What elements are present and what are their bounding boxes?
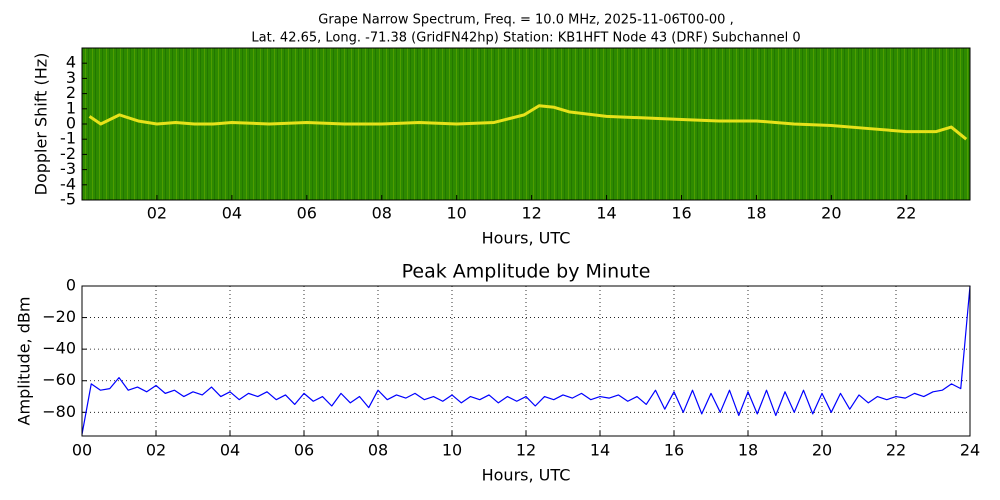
y-tick-label: 0: [66, 276, 76, 295]
x-tick-label: 24: [960, 441, 980, 460]
y-tick-label: −40: [42, 339, 76, 358]
y-tick-label: 2: [66, 83, 76, 102]
x-tick-label: 22: [886, 441, 906, 460]
y-tick-label: −60: [42, 370, 76, 389]
spectrogram-panel: Grape Narrow Spectrum, Freq. = 10.0 MHz,…: [32, 13, 971, 248]
x-tick-label: 16: [664, 441, 684, 460]
x-tick-label: 12: [516, 441, 536, 460]
y-tick-label: −20: [42, 307, 76, 326]
y-axis-label: Amplitude, dBm: [15, 297, 34, 426]
y-tick-label: 4: [66, 53, 76, 72]
x-tick-label: 10: [442, 441, 462, 460]
data-line: [88, 104, 968, 141]
chart-title: Peak Amplitude by Minute: [402, 261, 651, 283]
x-tick-label: 04: [222, 204, 242, 223]
y-tick-label: -5: [60, 190, 76, 209]
x-tick-label: 04: [220, 441, 240, 460]
x-tick-label: 00: [72, 441, 92, 460]
x-tick-label: 20: [821, 204, 841, 223]
x-axis-label: Hours, UTC: [482, 229, 571, 248]
y-tick-label: -4: [60, 174, 76, 193]
x-tick-label: 22: [896, 204, 916, 223]
x-tick-label: 06: [297, 204, 317, 223]
x-tick-label: 08: [372, 204, 392, 223]
x-tick-label: 14: [590, 441, 610, 460]
y-tick-label: -1: [60, 129, 76, 148]
amplitude-panel: Peak Amplitude by Minute Hours, UTC Ampl…: [15, 261, 981, 485]
x-tick-label: 14: [596, 204, 616, 223]
y-axis-label: Doppler Shift (Hz): [32, 53, 51, 196]
y-tick-label: −80: [42, 402, 76, 421]
x-tick-label: 20: [812, 441, 832, 460]
plot-frame: [81, 47, 971, 201]
y-tick-label: 1: [66, 98, 76, 117]
y-tick-label: -2: [60, 144, 76, 163]
data-line: [81, 285, 971, 435]
y-tick-label: -3: [60, 159, 76, 178]
x-axis-label: Hours, UTC: [482, 466, 571, 485]
y-tick-label: 3: [66, 68, 76, 87]
x-tick-label: 18: [746, 204, 766, 223]
x-tick-label: 12: [521, 204, 541, 223]
chart-title: Grape Narrow Spectrum, Freq. = 10.0 MHz,…: [318, 13, 733, 28]
y-tick-label: 0: [66, 114, 76, 133]
x-tick-label: 08: [368, 441, 388, 460]
x-tick-label: 02: [147, 204, 167, 223]
x-tick-label: 02: [146, 441, 166, 460]
chart-subtitle: Lat. 42.65, Long. -71.38 (GridFN42hp) St…: [251, 31, 800, 46]
plot-frame: [81, 285, 971, 437]
x-tick-label: 16: [671, 204, 691, 223]
x-tick-label: 18: [738, 441, 758, 460]
x-tick-label: 10: [447, 204, 467, 223]
x-tick-label: 06: [294, 441, 314, 460]
